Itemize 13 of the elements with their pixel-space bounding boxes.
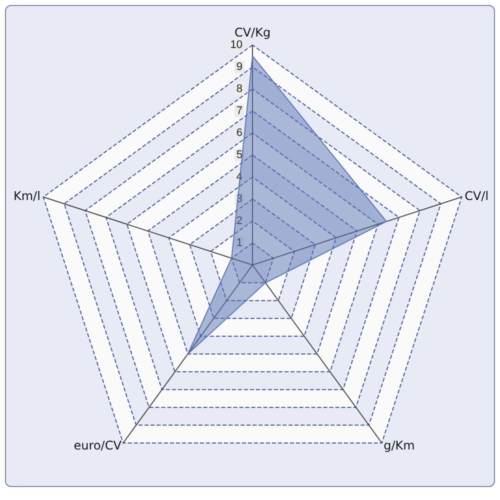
y-tick-label: 10 [230, 39, 242, 51]
spoke-label: euro/CV [74, 438, 122, 452]
y-tick-label: 5 [236, 149, 242, 161]
spoke-label: CV/Kg [234, 26, 271, 40]
y-tick-label: 8 [236, 83, 242, 95]
spoke-label: Km/l [13, 189, 40, 204]
y-tick-label: 6 [236, 127, 242, 139]
y-tick-label: 2 [236, 215, 242, 227]
spoke-label: CV/l [464, 189, 489, 204]
y-tick-label: 7 [236, 105, 242, 117]
y-tick-label: 9 [236, 61, 242, 73]
y-tick-label: 1 [236, 237, 242, 249]
spoke-label: g/Km [384, 438, 415, 452]
